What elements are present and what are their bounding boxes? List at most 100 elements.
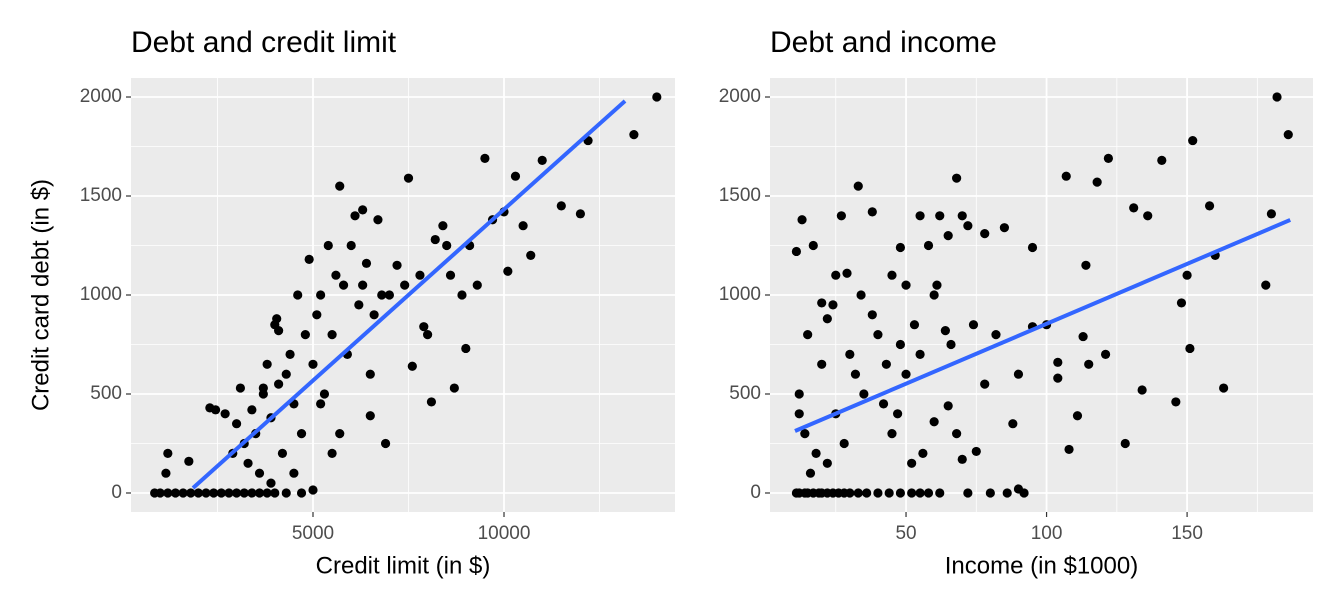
point — [480, 153, 490, 163]
point — [957, 211, 967, 221]
point — [247, 488, 257, 498]
point — [980, 379, 990, 389]
y-tick-label: 1000 — [80, 284, 122, 305]
point — [873, 488, 883, 498]
point — [216, 488, 226, 498]
point — [963, 488, 973, 498]
chart-title: Debt and income — [770, 26, 997, 59]
point — [1072, 411, 1083, 421]
point — [361, 258, 372, 268]
point — [862, 488, 872, 498]
point — [884, 488, 894, 498]
point — [442, 240, 452, 251]
point — [1176, 298, 1187, 308]
point — [296, 428, 307, 439]
point — [384, 290, 394, 300]
point — [808, 240, 818, 251]
point — [270, 488, 280, 498]
point — [1272, 92, 1282, 102]
point — [186, 488, 196, 498]
point — [952, 173, 962, 183]
y-axis-title: Credit card debt (in $) — [27, 179, 54, 411]
point — [231, 488, 242, 498]
point — [335, 181, 345, 191]
point — [438, 221, 448, 231]
point — [231, 419, 242, 429]
point — [915, 488, 925, 498]
point — [831, 270, 841, 280]
y-tick-label: 0 — [111, 482, 122, 503]
point — [1013, 484, 1024, 494]
point — [923, 488, 934, 498]
point — [1053, 357, 1063, 367]
point — [419, 322, 429, 332]
point — [1129, 203, 1139, 213]
point — [907, 488, 917, 498]
point — [853, 181, 863, 191]
point — [161, 468, 171, 478]
point — [365, 369, 375, 379]
point — [266, 478, 276, 488]
point — [358, 280, 368, 290]
point — [254, 488, 265, 498]
point — [201, 488, 211, 498]
y-tick-label: 500 — [729, 383, 761, 404]
point — [980, 229, 990, 239]
point — [224, 488, 234, 498]
point — [946, 339, 956, 350]
point — [358, 205, 368, 215]
point — [1053, 373, 1063, 383]
x-axis-title: Income (in $1000) — [945, 552, 1138, 579]
point — [805, 468, 816, 478]
point — [895, 339, 906, 350]
point — [845, 349, 855, 359]
point — [822, 458, 832, 468]
point — [316, 290, 326, 300]
point — [1171, 397, 1181, 407]
point — [817, 359, 827, 369]
y-tick-label: 2000 — [80, 86, 122, 107]
point — [327, 448, 337, 458]
point — [811, 448, 821, 458]
point — [449, 383, 459, 393]
point — [400, 280, 410, 290]
point — [803, 329, 813, 340]
point — [293, 290, 303, 300]
point — [461, 343, 471, 354]
x-axis-title: Credit limit (in $) — [316, 552, 491, 579]
point — [985, 488, 995, 498]
point — [331, 270, 341, 280]
point — [842, 268, 852, 278]
point — [392, 260, 402, 270]
point — [929, 417, 939, 427]
point — [1061, 171, 1071, 181]
point — [380, 438, 391, 449]
point — [575, 209, 586, 219]
point — [1204, 201, 1215, 211]
point — [258, 383, 268, 393]
point — [209, 488, 219, 498]
point — [935, 211, 945, 221]
y-tick-label: 1500 — [719, 185, 761, 206]
point — [274, 326, 284, 336]
x-tick-label: 100 — [1031, 523, 1063, 544]
point — [963, 221, 973, 231]
point — [918, 448, 928, 458]
point — [350, 211, 360, 221]
point — [272, 314, 282, 324]
point — [791, 246, 802, 257]
point — [915, 211, 925, 221]
point — [901, 280, 911, 290]
point — [155, 488, 165, 498]
point — [281, 488, 291, 498]
point — [415, 270, 425, 280]
point — [556, 201, 566, 211]
point — [907, 458, 917, 468]
point — [335, 428, 345, 439]
point — [935, 488, 945, 498]
point — [968, 320, 979, 330]
point — [377, 290, 387, 300]
point — [407, 361, 417, 371]
y-tick-label: 500 — [90, 383, 122, 404]
